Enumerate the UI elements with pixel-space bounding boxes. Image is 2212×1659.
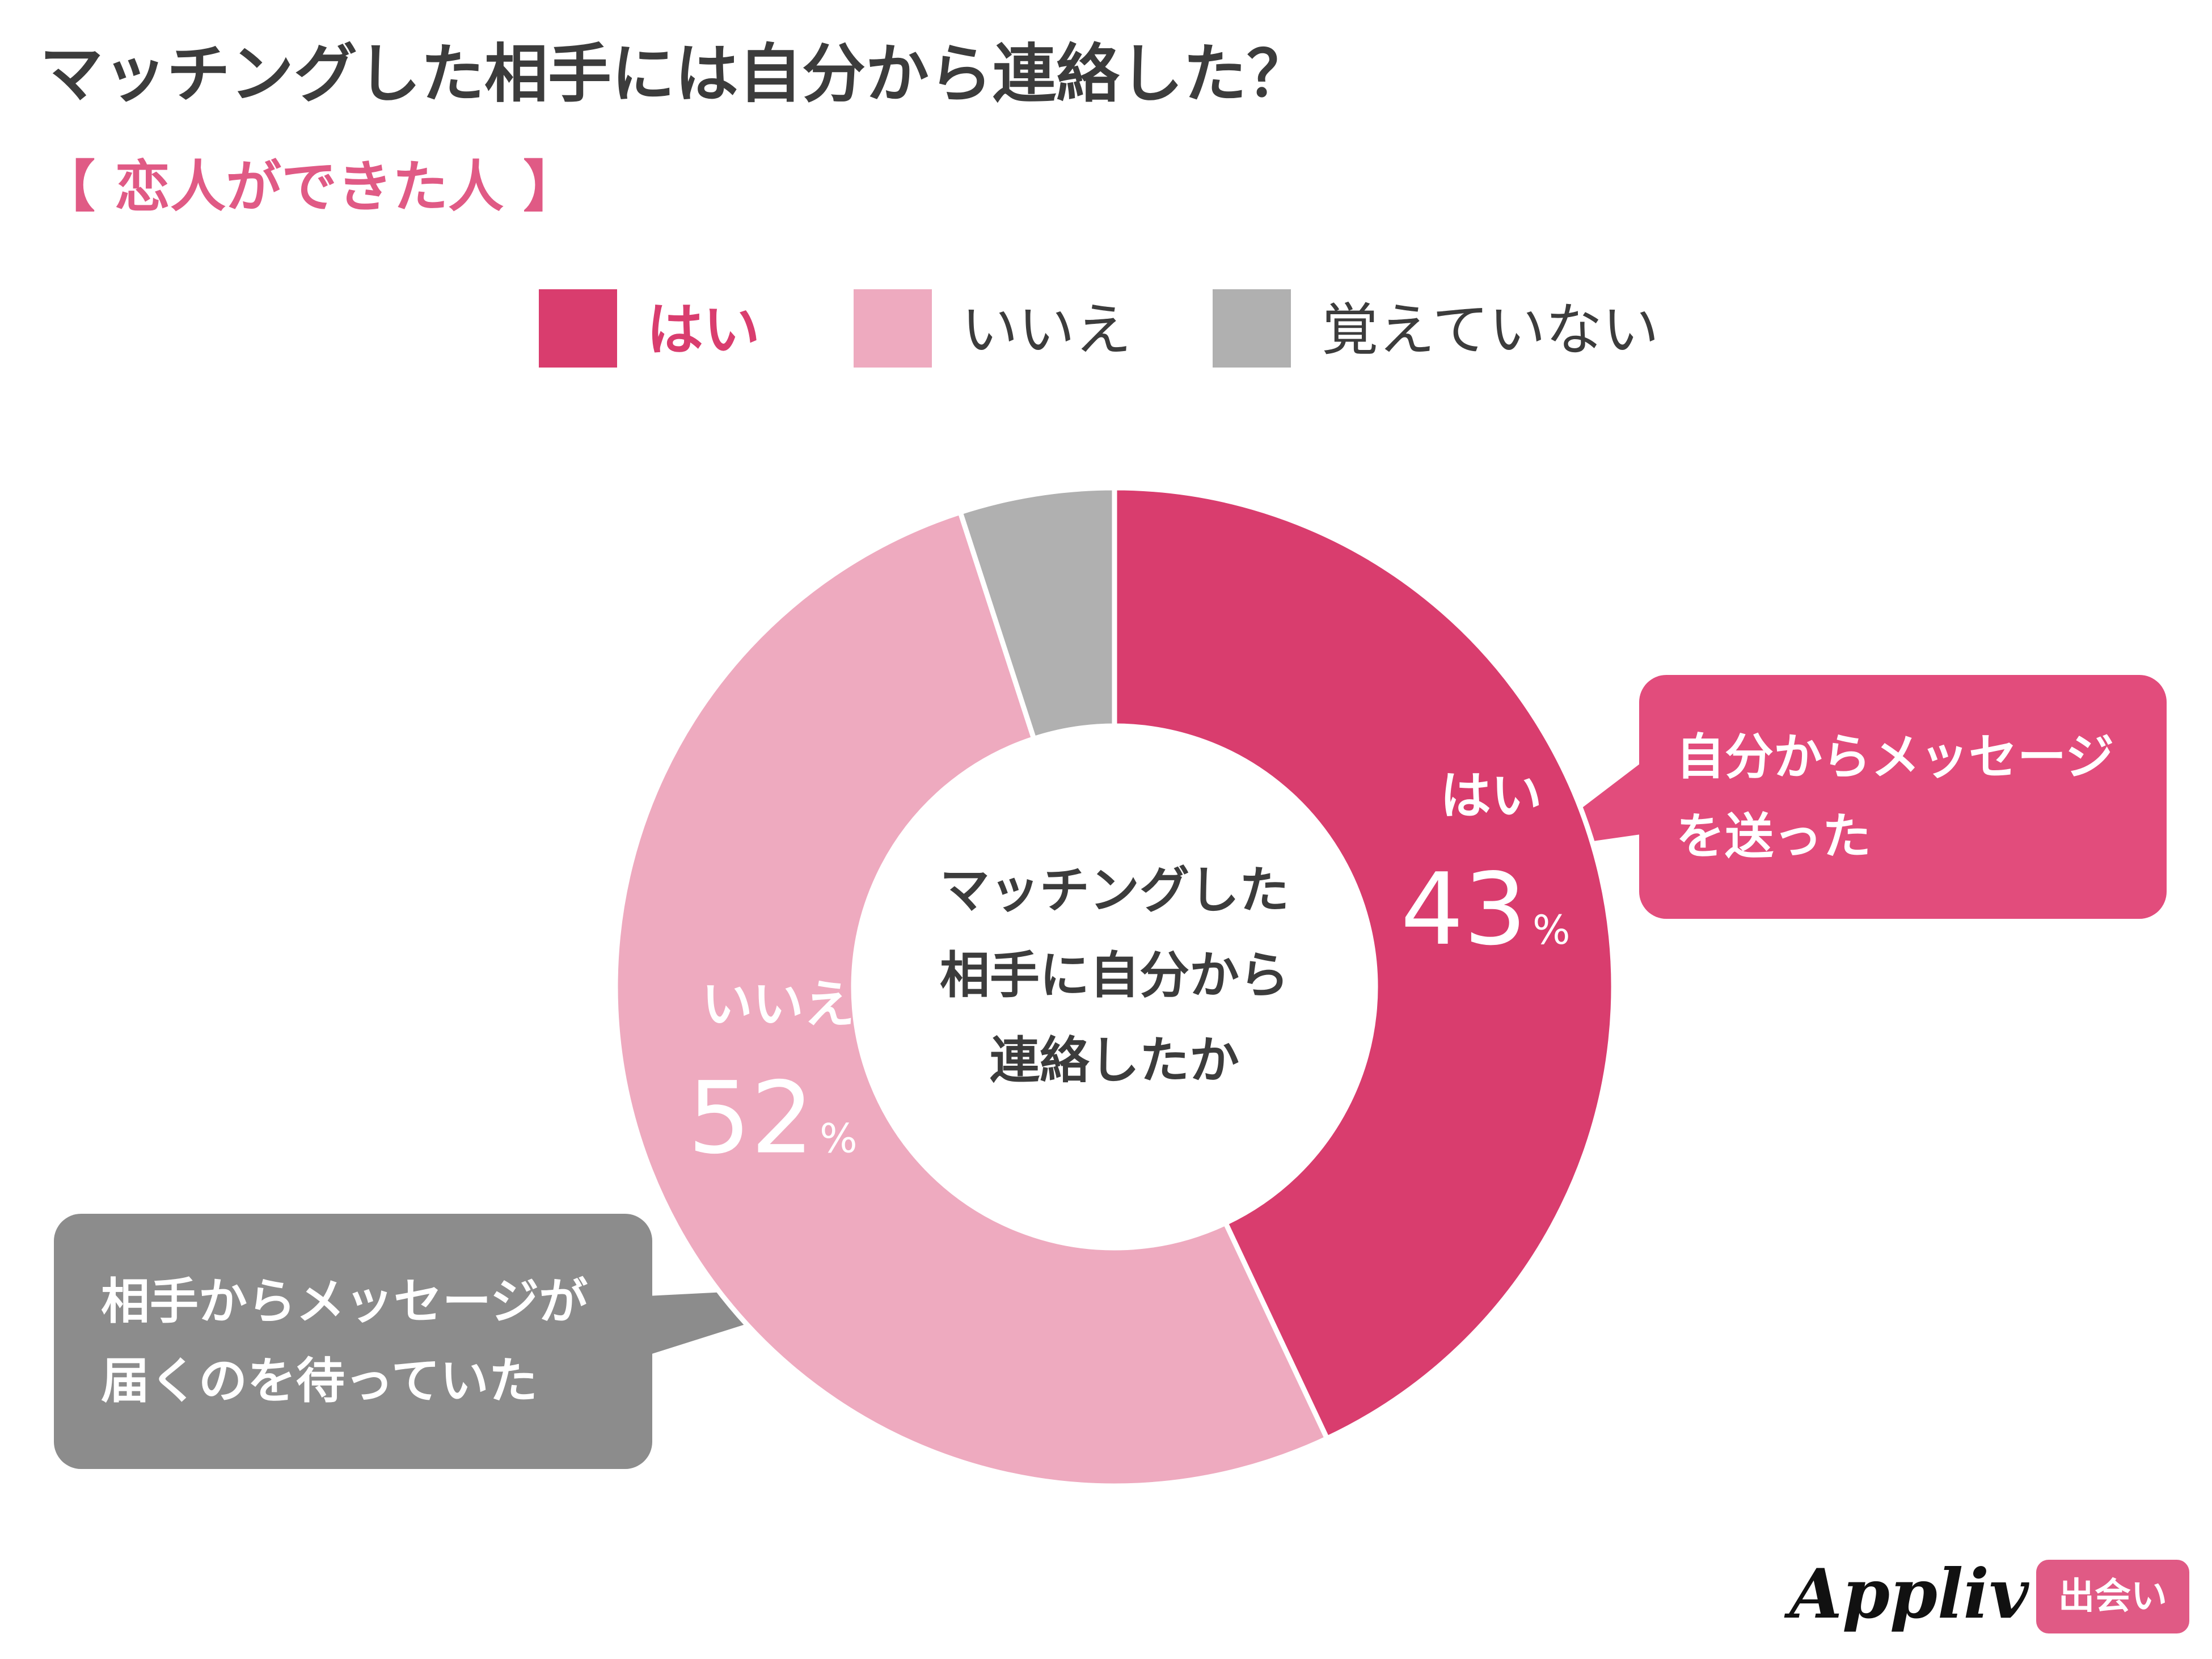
center-label-line: 相手に自分から xyxy=(940,946,1289,1004)
legend-label-no: いいえ xyxy=(961,297,1132,363)
callout-no-line-1: 相手からメッセージが xyxy=(101,1273,588,1330)
slice-value-yes: 43% xyxy=(1400,852,1570,968)
center-label-line: マッチングした xyxy=(940,861,1289,919)
chart-subtitle: 【 恋人ができた人 】 xyxy=(40,155,579,219)
callout-no-bubble xyxy=(54,1214,652,1469)
donut-slice-unknown xyxy=(957,485,1117,742)
callout-yes-bubble xyxy=(1639,675,2167,919)
donut-slice-no xyxy=(613,509,1331,1489)
callout-no-line-2: 届くのを待っていた xyxy=(101,1353,538,1409)
legend-swatch-no xyxy=(854,289,932,368)
logo-badge: 出会い xyxy=(2036,1560,2189,1633)
slice-label-yes: はい xyxy=(1440,766,1542,826)
legend-label-yes: はい xyxy=(647,297,760,363)
appliv-logo: Appliv xyxy=(1789,1554,2029,1634)
center-label-line: 連絡したか xyxy=(990,1031,1239,1090)
callout-yes-line-1: 自分からメッセージ xyxy=(1676,729,2114,786)
slice-label-no: いいえ xyxy=(702,975,855,1035)
legend-label-unknown: 覚えていない xyxy=(1322,297,1659,363)
legend-swatch-yes xyxy=(539,289,617,368)
callout-yes-line-2: を送った xyxy=(1676,808,1871,865)
slice-value-no: 52% xyxy=(687,1061,857,1176)
donut-slice-yes xyxy=(1112,485,1616,1442)
legend-swatch-unknown xyxy=(1213,289,1291,368)
chart-title: マッチングした相手には自分から連絡した？ xyxy=(40,37,1310,111)
